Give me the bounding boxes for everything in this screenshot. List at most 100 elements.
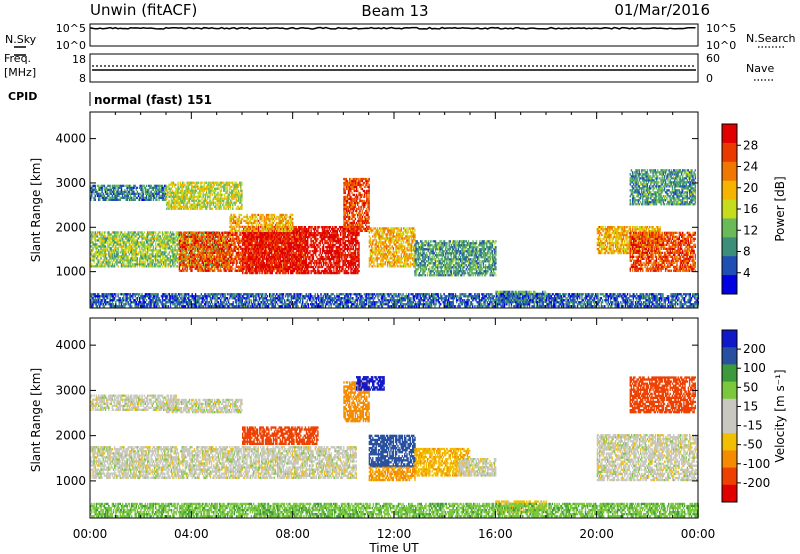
scatter-cell	[188, 234, 189, 236]
scatter-cell	[157, 253, 158, 255]
scatter-cell	[114, 231, 115, 233]
scatter-cell	[168, 237, 169, 239]
scatter-cell	[120, 231, 121, 233]
scatter-cell	[235, 256, 236, 258]
scatter-cell	[231, 270, 232, 272]
scatter-cell	[105, 255, 106, 257]
scatter-cell	[150, 259, 151, 261]
scatter-cell	[229, 250, 230, 252]
scatter-cell	[219, 232, 220, 234]
scatter-cell	[229, 266, 230, 268]
scatter-cell	[103, 253, 104, 255]
scatter-cell	[177, 239, 178, 241]
scatter-cell	[99, 237, 100, 239]
scatter-cell	[156, 255, 157, 257]
scatter-cell	[101, 233, 102, 235]
scatter-cell	[133, 231, 134, 233]
scatter-cell	[189, 264, 190, 266]
scatter-cell	[105, 263, 106, 265]
scatter-cell	[172, 259, 173, 261]
scatter-cell	[209, 256, 210, 258]
scatter-cell	[111, 249, 112, 251]
scatter-cell	[221, 252, 222, 254]
scatter-cell	[240, 232, 241, 234]
scatter-cell	[131, 255, 132, 257]
scatter-cell	[125, 255, 126, 257]
scatter-cell	[217, 238, 218, 240]
scatter-cell	[204, 256, 205, 258]
scatter-cell	[236, 264, 237, 266]
scatter-cell	[122, 233, 123, 235]
scatter-cell	[139, 241, 140, 243]
scatter-cell	[183, 246, 184, 248]
scatter-cell	[195, 250, 196, 252]
scatter-cell	[137, 243, 138, 245]
scatter-cell	[183, 244, 184, 246]
scatter-cell	[128, 245, 129, 247]
scatter-cell	[211, 250, 212, 252]
scatter-cell	[117, 257, 118, 259]
scatter-cell	[122, 239, 123, 241]
scatter-cell	[122, 249, 123, 251]
scatter-cell	[120, 251, 121, 253]
scatter-cell	[215, 240, 216, 242]
scatter-cell	[103, 239, 104, 241]
scatter-cell	[195, 244, 196, 246]
scatter-cell	[204, 270, 205, 272]
scatter-cell	[181, 260, 182, 262]
scatter-cell	[189, 262, 190, 264]
scatter-cell	[144, 231, 145, 233]
scatter-cell	[114, 247, 115, 249]
scatter-cell	[111, 257, 112, 259]
scatter-cell	[120, 259, 121, 261]
scatter-cell	[238, 250, 239, 252]
scatter-cell	[153, 261, 154, 263]
scatter-cell	[221, 244, 222, 246]
scatter-cell	[128, 239, 129, 241]
scatter-cell	[138, 243, 139, 245]
scatter-cell	[104, 243, 105, 245]
scatter-cell	[153, 233, 154, 235]
scatter-cell	[114, 241, 115, 243]
scatter-cell	[205, 252, 206, 254]
scatter-cell	[213, 248, 214, 250]
scatter-cell	[177, 245, 178, 247]
scatter-cell	[103, 261, 104, 263]
scatter-cell	[131, 249, 132, 251]
scatter-cell	[114, 237, 115, 239]
scatter-cell	[200, 254, 201, 256]
scatter-cell	[165, 231, 166, 233]
scatter-cell	[173, 251, 174, 253]
scatter-cell	[147, 235, 148, 237]
scatter-cell	[181, 246, 182, 248]
scatter-cell	[165, 243, 166, 245]
scatter-cell	[155, 241, 156, 243]
scatter-cell	[91, 255, 92, 257]
scatter-cell	[209, 236, 210, 238]
scatter-cell	[162, 251, 163, 253]
scatter-cell	[133, 241, 134, 243]
cpid-label: CPID	[8, 90, 37, 103]
scatter-cell	[162, 261, 163, 263]
scatter-cell	[105, 237, 106, 239]
scatter-cell	[221, 236, 222, 238]
scatter-cell	[173, 235, 174, 237]
scatter-cell	[129, 253, 130, 255]
scatter-cell	[199, 260, 200, 262]
scatter-cell	[99, 249, 100, 251]
scatter-cell	[177, 259, 178, 261]
scatter-cell	[154, 263, 155, 265]
scatter-cell	[229, 244, 230, 246]
scatter-cell	[209, 260, 210, 262]
scatter-cell	[128, 237, 129, 239]
scatter-cell	[181, 244, 182, 246]
scatter-cell	[230, 252, 231, 254]
scatter-cell	[239, 238, 240, 240]
scatter-cell	[229, 240, 230, 242]
scatter-cell	[221, 258, 222, 260]
scatter-cell	[198, 254, 199, 256]
scatter-cell	[154, 255, 155, 257]
scatter-cell	[192, 260, 193, 262]
scatter-cell	[157, 233, 158, 235]
scatter-cell	[174, 263, 175, 265]
